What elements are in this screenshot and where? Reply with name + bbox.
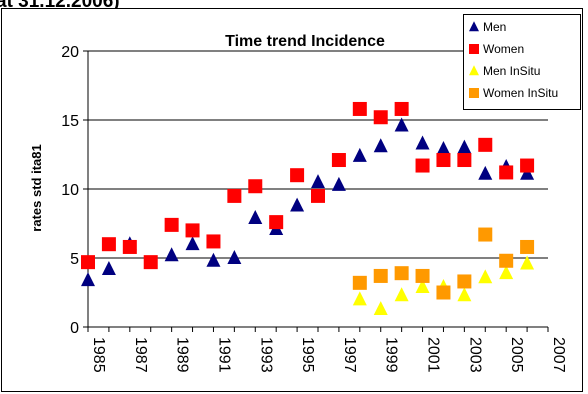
x-tick-label: 1987 xyxy=(132,337,149,373)
data-point xyxy=(499,165,514,180)
data-point xyxy=(457,139,472,154)
chart-text: 0 5 10 15 20 1985 1987 1989 1991 1993 1995 1997 1999… xyxy=(29,33,567,373)
data-point xyxy=(269,215,284,230)
data-point xyxy=(394,117,409,132)
data-point xyxy=(248,210,263,224)
x-tick-label: 2007 xyxy=(550,337,567,373)
data-point xyxy=(81,272,95,287)
data-point xyxy=(499,265,514,280)
data-point xyxy=(352,275,367,290)
legend-marker-shape xyxy=(469,44,479,54)
x-tick-label: 1995 xyxy=(299,337,316,373)
legend-label: Women InSitu xyxy=(483,86,559,100)
data-point xyxy=(520,165,535,180)
data-point xyxy=(101,261,116,276)
y-tick-label: 20 xyxy=(61,44,79,61)
data-point xyxy=(206,234,221,249)
legend-label: Men InSitu xyxy=(483,64,541,78)
legend-marker xyxy=(469,44,479,54)
data-point xyxy=(122,239,137,254)
data-point xyxy=(206,252,221,267)
data-point xyxy=(457,153,472,168)
data-point xyxy=(373,268,388,283)
data-point xyxy=(499,253,514,268)
data-point xyxy=(227,188,242,203)
data-point xyxy=(185,236,200,251)
data-point xyxy=(478,165,493,180)
data-point xyxy=(331,153,346,168)
data-point xyxy=(331,176,346,191)
legend-marker xyxy=(469,65,479,76)
data-point xyxy=(185,223,200,238)
data-point xyxy=(478,137,493,152)
legend-item: Men InSitu xyxy=(468,63,540,79)
legend-label: Women xyxy=(483,42,525,56)
data-point xyxy=(457,287,472,302)
data-point xyxy=(436,153,451,168)
data-point xyxy=(436,141,451,155)
x-tick-label: 2003 xyxy=(466,337,483,373)
y-tick-label: 0 xyxy=(70,320,79,337)
data-point xyxy=(415,135,430,150)
data-point xyxy=(520,255,535,270)
y-tick-label: 15 xyxy=(61,113,79,130)
data-point xyxy=(227,250,242,264)
data-point xyxy=(352,101,367,116)
y-tick-label: 10 xyxy=(61,182,79,199)
data-point xyxy=(436,285,451,300)
x-tick-label: 2001 xyxy=(425,337,442,373)
legend-marker xyxy=(469,21,479,32)
data-point xyxy=(352,147,367,162)
data-point xyxy=(478,269,493,284)
data-point xyxy=(373,138,388,153)
x-tick-label: 2005 xyxy=(508,337,525,373)
x-tick-label: 1997 xyxy=(341,337,358,373)
y-axis-label: rates std ita81 xyxy=(29,144,44,231)
data-point xyxy=(394,101,409,116)
data-point xyxy=(415,279,430,293)
data-point xyxy=(143,255,158,270)
legend-marker xyxy=(469,88,479,98)
data-point xyxy=(373,301,388,316)
x-tick-label: 1993 xyxy=(257,337,274,373)
legend-marker-shape xyxy=(469,21,479,32)
data-point xyxy=(415,158,430,173)
data-point xyxy=(290,168,305,183)
data-marks xyxy=(81,101,535,316)
y-tick-label: 5 xyxy=(70,251,79,268)
data-point xyxy=(478,227,493,242)
legend-item: Women xyxy=(468,41,524,57)
data-point xyxy=(164,247,179,262)
data-point xyxy=(101,237,116,252)
legend-item: Women InSitu xyxy=(468,85,558,101)
data-point xyxy=(164,217,179,232)
chart-border xyxy=(1,8,583,392)
data-point xyxy=(520,158,535,173)
legend-label: Men xyxy=(483,20,507,34)
data-point xyxy=(248,179,263,194)
legend-marker-shape xyxy=(469,65,479,76)
chart-title: Time trend Incidence xyxy=(225,33,385,50)
data-point xyxy=(311,188,325,203)
data-point xyxy=(415,268,430,283)
data-point xyxy=(290,197,305,212)
data-point xyxy=(394,266,409,281)
data-point xyxy=(457,274,472,289)
x-tick-label: 1989 xyxy=(174,337,191,373)
x-tick-label: 1985 xyxy=(90,337,107,373)
data-point xyxy=(520,239,535,254)
legend: Men Women Men InSitu Women InSitu xyxy=(463,14,581,110)
x-tick-label: 1999 xyxy=(383,337,400,373)
legend-marker-shape xyxy=(469,88,479,98)
data-point xyxy=(81,255,95,270)
data-point xyxy=(394,287,409,302)
data-point xyxy=(352,291,367,306)
legend-item: Men xyxy=(468,19,506,35)
data-point xyxy=(373,110,388,125)
data-point xyxy=(311,174,325,189)
x-tick-label: 1991 xyxy=(215,337,232,373)
